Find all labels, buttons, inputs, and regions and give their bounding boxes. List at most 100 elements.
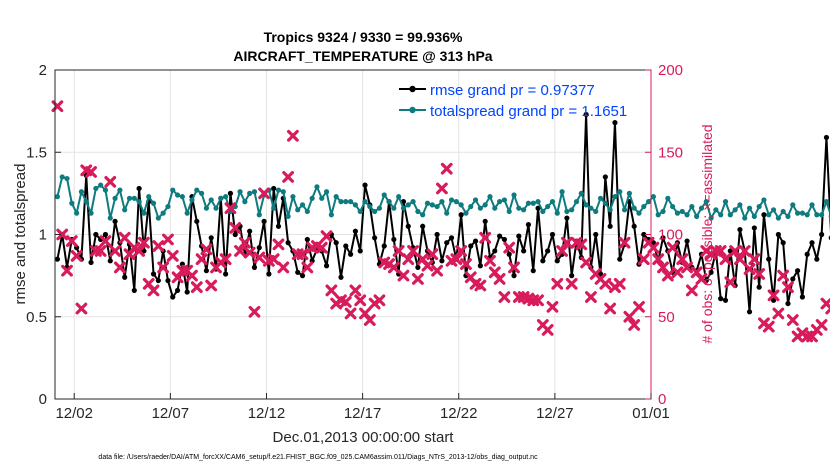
series-spread: [54, 174, 830, 221]
rmse-point: [247, 228, 253, 234]
obs-marker-stroke: [661, 269, 674, 282]
spread-point: [646, 199, 652, 205]
spread-point: [352, 202, 358, 208]
spread-point: [679, 208, 685, 215]
obs-marker-stroke: [657, 261, 669, 274]
x-tick-label-0: 12/02: [55, 405, 93, 422]
obs-point: [138, 236, 150, 249]
spread-point: [703, 199, 709, 205]
rmse-point: [174, 287, 181, 294]
obs-point: [272, 238, 285, 251]
spread-point: [780, 208, 786, 215]
obs-point: [70, 249, 83, 262]
rmse-point: [232, 231, 238, 238]
spread-point: [799, 210, 806, 216]
spread-point: [588, 205, 594, 211]
obs-point: [633, 300, 645, 313]
spread-point: [117, 187, 123, 193]
obs-point: [65, 235, 78, 247]
obs-marker-stroke: [455, 245, 468, 257]
spread-point: [208, 197, 214, 203]
obs-point: [685, 284, 698, 297]
obs-marker-stroke: [411, 273, 424, 285]
obs-marker-stroke: [734, 253, 746, 266]
obs-point: [508, 261, 520, 274]
obs-marker-stroke: [301, 261, 314, 274]
spread-point: [631, 205, 637, 211]
obs-marker-stroke: [762, 320, 775, 333]
legend-marker-rmse: [409, 85, 416, 93]
spread-point: [650, 194, 657, 200]
y-axis-right-label: # of obs: o=possible; ×=assimilated: [699, 124, 715, 343]
y-right-tick-label-3: 150: [658, 144, 683, 161]
obs-point: [580, 256, 593, 269]
spread-point: [150, 200, 157, 206]
spread-point: [357, 208, 363, 215]
obs-marker-stroke: [118, 231, 131, 244]
obs-marker-stroke: [580, 256, 593, 269]
rmse-point: [194, 218, 200, 224]
rmse-point: [271, 185, 277, 192]
spread-point: [545, 203, 551, 210]
spread-point: [655, 212, 661, 218]
obs-marker-stroke: [426, 248, 439, 261]
obs-marker-stroke: [166, 249, 179, 262]
obs-point: [623, 310, 636, 323]
spread-point: [170, 187, 176, 193]
rmse-point: [391, 236, 397, 243]
obs-point: [56, 228, 69, 241]
obs-marker-stroke: [70, 249, 83, 262]
rmse-point: [492, 248, 498, 254]
spread-point: [112, 195, 118, 201]
obs-marker-stroke: [753, 268, 766, 280]
spread-point: [506, 208, 512, 215]
spread-point: [203, 205, 209, 211]
obs-point: [546, 300, 559, 313]
rmse-point: [88, 259, 94, 266]
rmse-point: [795, 268, 801, 274]
spread-point: [199, 190, 205, 196]
obs-marker-stroke: [815, 319, 828, 331]
obs-point: [61, 264, 73, 277]
obs-marker-stroke: [503, 241, 516, 254]
obs-point: [652, 253, 665, 266]
obs-point: [258, 187, 270, 200]
x-tick-label-5: 12/27: [536, 405, 574, 422]
spread-point: [626, 190, 632, 196]
spread-point: [674, 210, 681, 216]
obs-point: [695, 273, 708, 285]
spread-point: [689, 203, 695, 210]
obs-marker-stroke: [147, 284, 160, 297]
y-tick-label-1: 0.5: [26, 309, 47, 326]
obs-marker-stroke: [575, 238, 588, 251]
obs-marker-stroke: [484, 254, 496, 267]
spread-point: [405, 202, 411, 208]
spread-point: [694, 213, 700, 219]
obs-point: [94, 245, 107, 257]
spread-point: [213, 205, 219, 211]
obs-point: [676, 253, 689, 266]
rmse-point: [333, 240, 339, 246]
obs-point: [738, 245, 751, 257]
obs-marker-stroke: [190, 281, 203, 294]
series-obs: [51, 100, 830, 343]
spread-point: [636, 210, 642, 216]
obs-point: [277, 261, 290, 274]
rmse-point: [819, 231, 825, 238]
obs-point: [99, 235, 112, 247]
spread-point: [823, 199, 830, 205]
spread-point: [400, 205, 407, 211]
rmse-point: [751, 225, 757, 231]
spread-point: [155, 215, 161, 221]
spread-point: [107, 215, 113, 221]
obs-point: [152, 240, 165, 252]
obs-marker-stroke: [354, 294, 367, 307]
spread-point: [554, 210, 560, 216]
rmse-point: [770, 297, 777, 303]
rmse-point: [569, 273, 575, 279]
obs-point: [363, 314, 376, 326]
obs-marker-stroke: [743, 263, 756, 275]
obs-marker-stroke: [767, 289, 780, 302]
obs-marker-stroke: [416, 253, 429, 266]
obs-marker-stroke: [61, 264, 73, 277]
